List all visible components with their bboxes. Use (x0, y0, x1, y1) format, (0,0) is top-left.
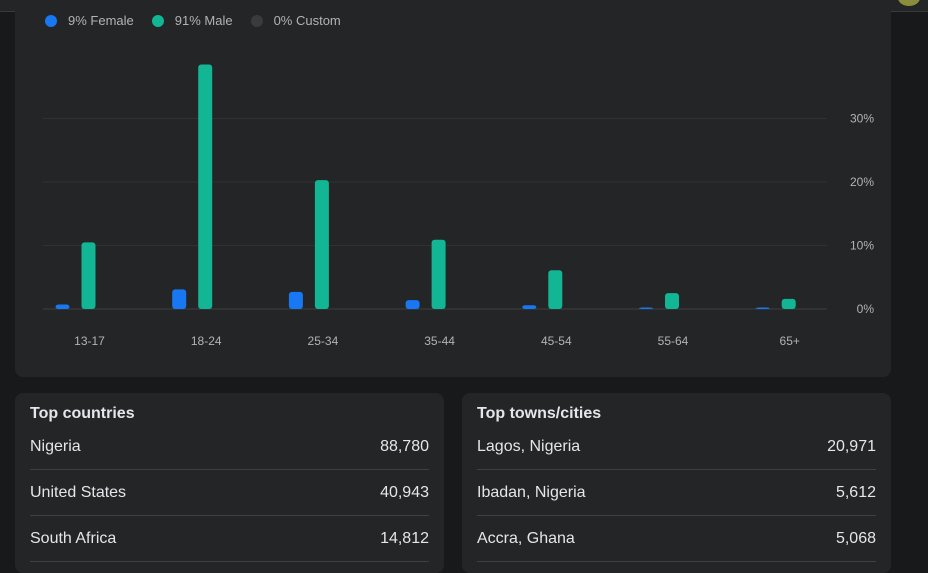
city-name: Accra, Ghana (477, 529, 575, 547)
top-countries-list: Nigeria 88,780 United States 40,943 Sout… (30, 424, 429, 562)
bar-male (314, 180, 329, 309)
list-item: Nigeria 88,780 (30, 424, 429, 470)
x-tick-label: 55-64 (658, 334, 689, 348)
legend-dot-female (45, 14, 57, 27)
age-gender-bar-chart: 0% 10% 20% 30% 13-17 18-24 25-34 35-44 45-54 55-6… (43, 64, 875, 348)
x-tick-label: 18-24 (191, 334, 222, 348)
list-item: Lagos, Nigeria 20,971 (477, 424, 876, 470)
bar-male (665, 293, 679, 309)
legend-label-female: 9% Female (68, 13, 134, 28)
city-name: Lagos, Nigeria (477, 437, 581, 455)
bar-female (639, 307, 653, 309)
country-name: Nigeria (30, 437, 81, 455)
top-countries-card: Top countries Nigeria 88,780 United Stat… (15, 393, 444, 573)
y-tick-label: 30% (850, 112, 874, 126)
bar-female (755, 307, 770, 309)
list-item: Ibadan, Nigeria 5,612 (477, 470, 876, 516)
list-item: South Africa 14,812 (30, 516, 429, 562)
country-name: United States (30, 483, 127, 501)
avatar[interactable] (898, 0, 920, 6)
gender-age-chart-card: 0% 10% 20% 30% 13-17 18-24 25-34 35-44 45-54 55-6… (15, 0, 891, 377)
legend-item-female: 9% Female (45, 13, 134, 28)
legend-item-male: 91% Male (151, 13, 233, 28)
city-value: 5,612 (835, 483, 876, 501)
bar-female (405, 300, 420, 309)
list-item: Accra, Ghana 5,068 (477, 516, 876, 562)
scrollbar-track (906, 12, 928, 563)
list-item: United States 40,943 (30, 470, 429, 516)
bar-female (172, 289, 187, 309)
legend-dot-male (151, 14, 164, 27)
y-tick-label: 20% (850, 175, 874, 189)
legend-label-male: 91% Male (174, 13, 233, 28)
top-countries-title: Top countries (30, 405, 135, 422)
city-value: 20,971 (827, 437, 876, 455)
legend-item-custom: 0% Custom (250, 13, 341, 28)
x-tick-label: 13-17 (74, 334, 105, 348)
bar-male (781, 298, 796, 309)
top-cities-list: Lagos, Nigeria 20,971 Ibadan, Nigeria 5,… (477, 424, 876, 562)
chart-legend: 9% Female 91% Male 0% Custom (45, 13, 341, 28)
bar-male (548, 270, 563, 309)
bar-female (288, 291, 303, 309)
country-name: South Africa (30, 529, 117, 547)
top-cities-title: Top towns/cities (477, 405, 602, 422)
x-tick-label: 65+ (780, 334, 800, 348)
legend-dot-custom (250, 14, 263, 27)
country-value: 14,812 (380, 529, 429, 547)
country-value: 88,780 (380, 437, 429, 455)
city-name: Ibadan, Nigeria (477, 483, 586, 501)
city-value: 5,068 (835, 529, 876, 547)
bar-female (522, 305, 537, 309)
y-tick-label: 10% (850, 239, 874, 253)
y-tick-label: 0% (857, 302, 875, 316)
bar-male (81, 242, 96, 309)
x-tick-label: 25-34 (308, 334, 339, 348)
country-value: 40,943 (380, 483, 429, 501)
bar-female (55, 304, 70, 309)
x-tick-label: 35-44 (424, 334, 455, 348)
bar-male (198, 64, 213, 310)
x-tick-label: 45-54 (541, 334, 572, 348)
legend-label-custom: 0% Custom (273, 13, 341, 28)
top-cities-card: Top towns/cities Lagos, Nigeria 20,971 I… (462, 393, 891, 573)
bar-male (431, 239, 446, 309)
